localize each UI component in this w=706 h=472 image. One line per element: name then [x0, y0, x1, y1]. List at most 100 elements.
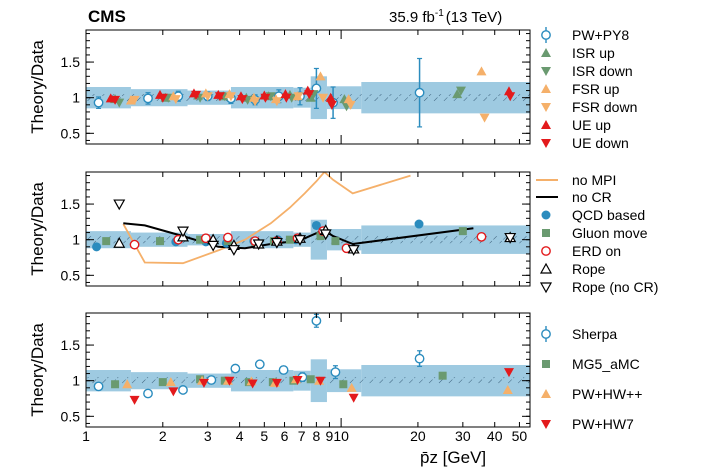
plot-frame [85, 312, 531, 428]
ue-down-point [260, 93, 271, 103]
pw-hw7-point [271, 378, 282, 388]
legend-marker-mg5-amc [542, 360, 550, 368]
rope-no-cr-point [176, 226, 190, 238]
gluon-move-point [316, 232, 325, 241]
legend-marker-rope-no-cr [539, 282, 553, 294]
plot-frame [85, 171, 531, 287]
legend-label-pw-hw: PW+HW++ [572, 386, 642, 402]
fsr-down-point [129, 95, 140, 105]
legend-entry-pw-hw7: PW+HW7 [541, 416, 634, 432]
erd-on-point [200, 233, 211, 244]
pw-hw-point [346, 382, 357, 392]
x-tick-label: 5 [260, 428, 268, 444]
legend-marker-isr-down [541, 67, 551, 76]
legend-label-sherpa: Sherpa [572, 326, 617, 342]
experiment-label: CMS [88, 7, 126, 26]
y-tick-label: 0.5 [61, 408, 81, 424]
series-rope-no-cr [113, 199, 517, 256]
rope-no-cr-point [207, 240, 220, 252]
legend-entry-no-cr: no CR [536, 189, 612, 205]
ue-up-point [325, 92, 336, 102]
y-axis-label: Theory/Data [28, 182, 47, 276]
pw-hw7-point [129, 395, 140, 405]
x-tick-label: 1 [82, 428, 90, 444]
legend-marker-erd-on [541, 246, 551, 256]
legend-label-pw-hw7: PW+HW7 [572, 416, 634, 432]
pw-hw7-point [198, 378, 209, 388]
sherpa-point [414, 353, 425, 364]
sherpa-point [143, 388, 153, 399]
legend-label-fsr-up: FSR up [572, 81, 620, 97]
series-ue-down [110, 90, 516, 110]
legend-label-pw-py8: PW+PY8 [572, 27, 629, 43]
series-sherpa [93, 313, 425, 399]
ue-down-point [214, 92, 225, 102]
fsr-down-point [202, 92, 213, 102]
qcd-based-point [92, 242, 102, 252]
fsr-down-point [170, 95, 181, 105]
pw-hw-point [122, 379, 133, 389]
mg5-amc-point [111, 380, 120, 389]
legend-entry-sherpa: Sherpa [541, 326, 617, 342]
legend-marker-qcd-based [541, 210, 551, 220]
rope-point [113, 237, 126, 248]
rope-no-cr-point [347, 245, 360, 256]
fsr-down-point [318, 93, 329, 103]
y-tick-label: 1.5 [61, 337, 81, 353]
x-axis-label-text: p̄z [GeV] [420, 448, 486, 467]
pw-hw-point [165, 377, 176, 387]
series-pw-hw7 [129, 368, 514, 405]
fsr-down-point [345, 100, 356, 110]
legend-marker-fsr-down [541, 103, 551, 112]
legend-marker-rope [539, 262, 553, 274]
pw-hw7-point [315, 376, 326, 386]
legend-label-ue-up: UE up [572, 117, 611, 133]
fsr-up-point [315, 71, 326, 81]
rope-no-cr-point [319, 229, 332, 241]
x-tick-label: 20 [410, 428, 426, 444]
pw-hw7-point [348, 393, 359, 403]
legend-entry-ue-down: UE down [541, 135, 629, 151]
x-tick-label: 9 [326, 428, 334, 444]
x-tick-label: 8 [312, 428, 320, 444]
series-fsr-down [129, 92, 490, 123]
rope-no-cr-point [227, 245, 240, 256]
pw-hw7-point [503, 368, 514, 378]
legend-marker-pw-hw [541, 389, 551, 398]
pw-py8-point [93, 97, 104, 108]
pw-py8-point [414, 87, 425, 98]
x-tick-label: 50 [512, 428, 528, 444]
legend-entry-pw-py8: PW+PY8 [541, 27, 629, 43]
pw-hw7-point [168, 387, 179, 397]
fsr-down-point [271, 97, 282, 107]
legend-label-isr-up: ISR up [572, 45, 615, 61]
rope-no-cr-point [252, 239, 265, 251]
qcd-based-point [311, 220, 321, 230]
legend-marker-pw-hw7 [541, 420, 551, 429]
legend-entry-qcd-based: QCD based [541, 207, 645, 223]
plot-area [86, 172, 530, 265]
panel-top: 0.5 1 1.5 Theory/Data [28, 29, 531, 145]
stat-uncertainty-hatch [86, 236, 530, 244]
legend-label-ue-down: UE down [572, 135, 629, 151]
panel-middle: 0.5 1 1.5 Theory/Data [28, 171, 531, 287]
legend-entry-ue-up: UE up [541, 117, 611, 133]
legend-label-rope-no-cr: Rope (no CR) [572, 279, 658, 295]
gluon-move-point [102, 237, 111, 246]
legend-top: PW+PY8 ISR up ISR down FSR up FSR down UE up U… [541, 27, 637, 151]
fsr-down-point [479, 113, 490, 123]
y-tick-label: 0.5 [61, 267, 81, 283]
ue-down-point [281, 93, 292, 103]
x-tick-label: 4 [236, 428, 244, 444]
x-axis-label: p̄z [GeV] [420, 448, 486, 467]
qcd-based-point [414, 219, 424, 229]
x-tick-label: 30 [455, 428, 471, 444]
erd-on-point [476, 231, 487, 242]
legend-marker-sherpa [541, 329, 551, 339]
legend-label-mg5-amc: MG5_aMC [572, 356, 640, 372]
sherpa-point [93, 381, 104, 392]
x-tick-label: 10 [333, 428, 349, 444]
legend-entry-rope-no-cr: Rope (no CR) [539, 279, 658, 295]
